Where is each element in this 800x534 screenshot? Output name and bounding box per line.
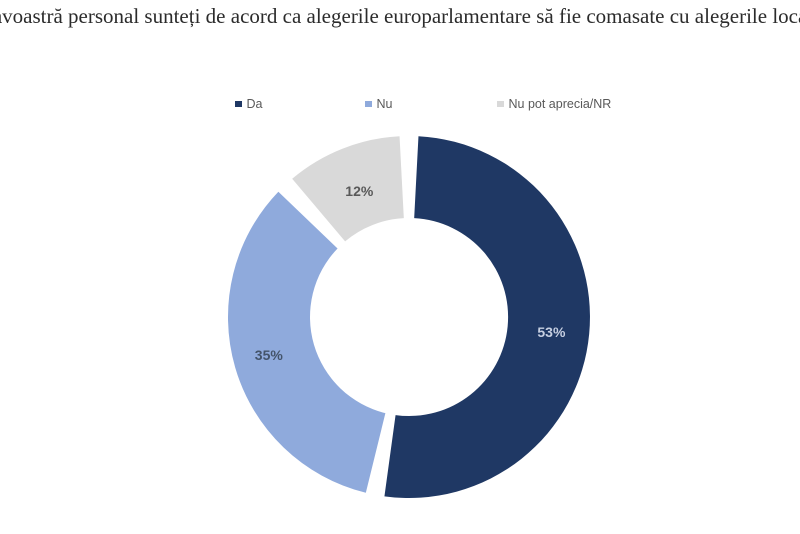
svg-text:53%: 53% [537, 324, 566, 340]
svg-text:12%: 12% [345, 183, 374, 199]
svg-text:35%: 35% [255, 347, 284, 363]
